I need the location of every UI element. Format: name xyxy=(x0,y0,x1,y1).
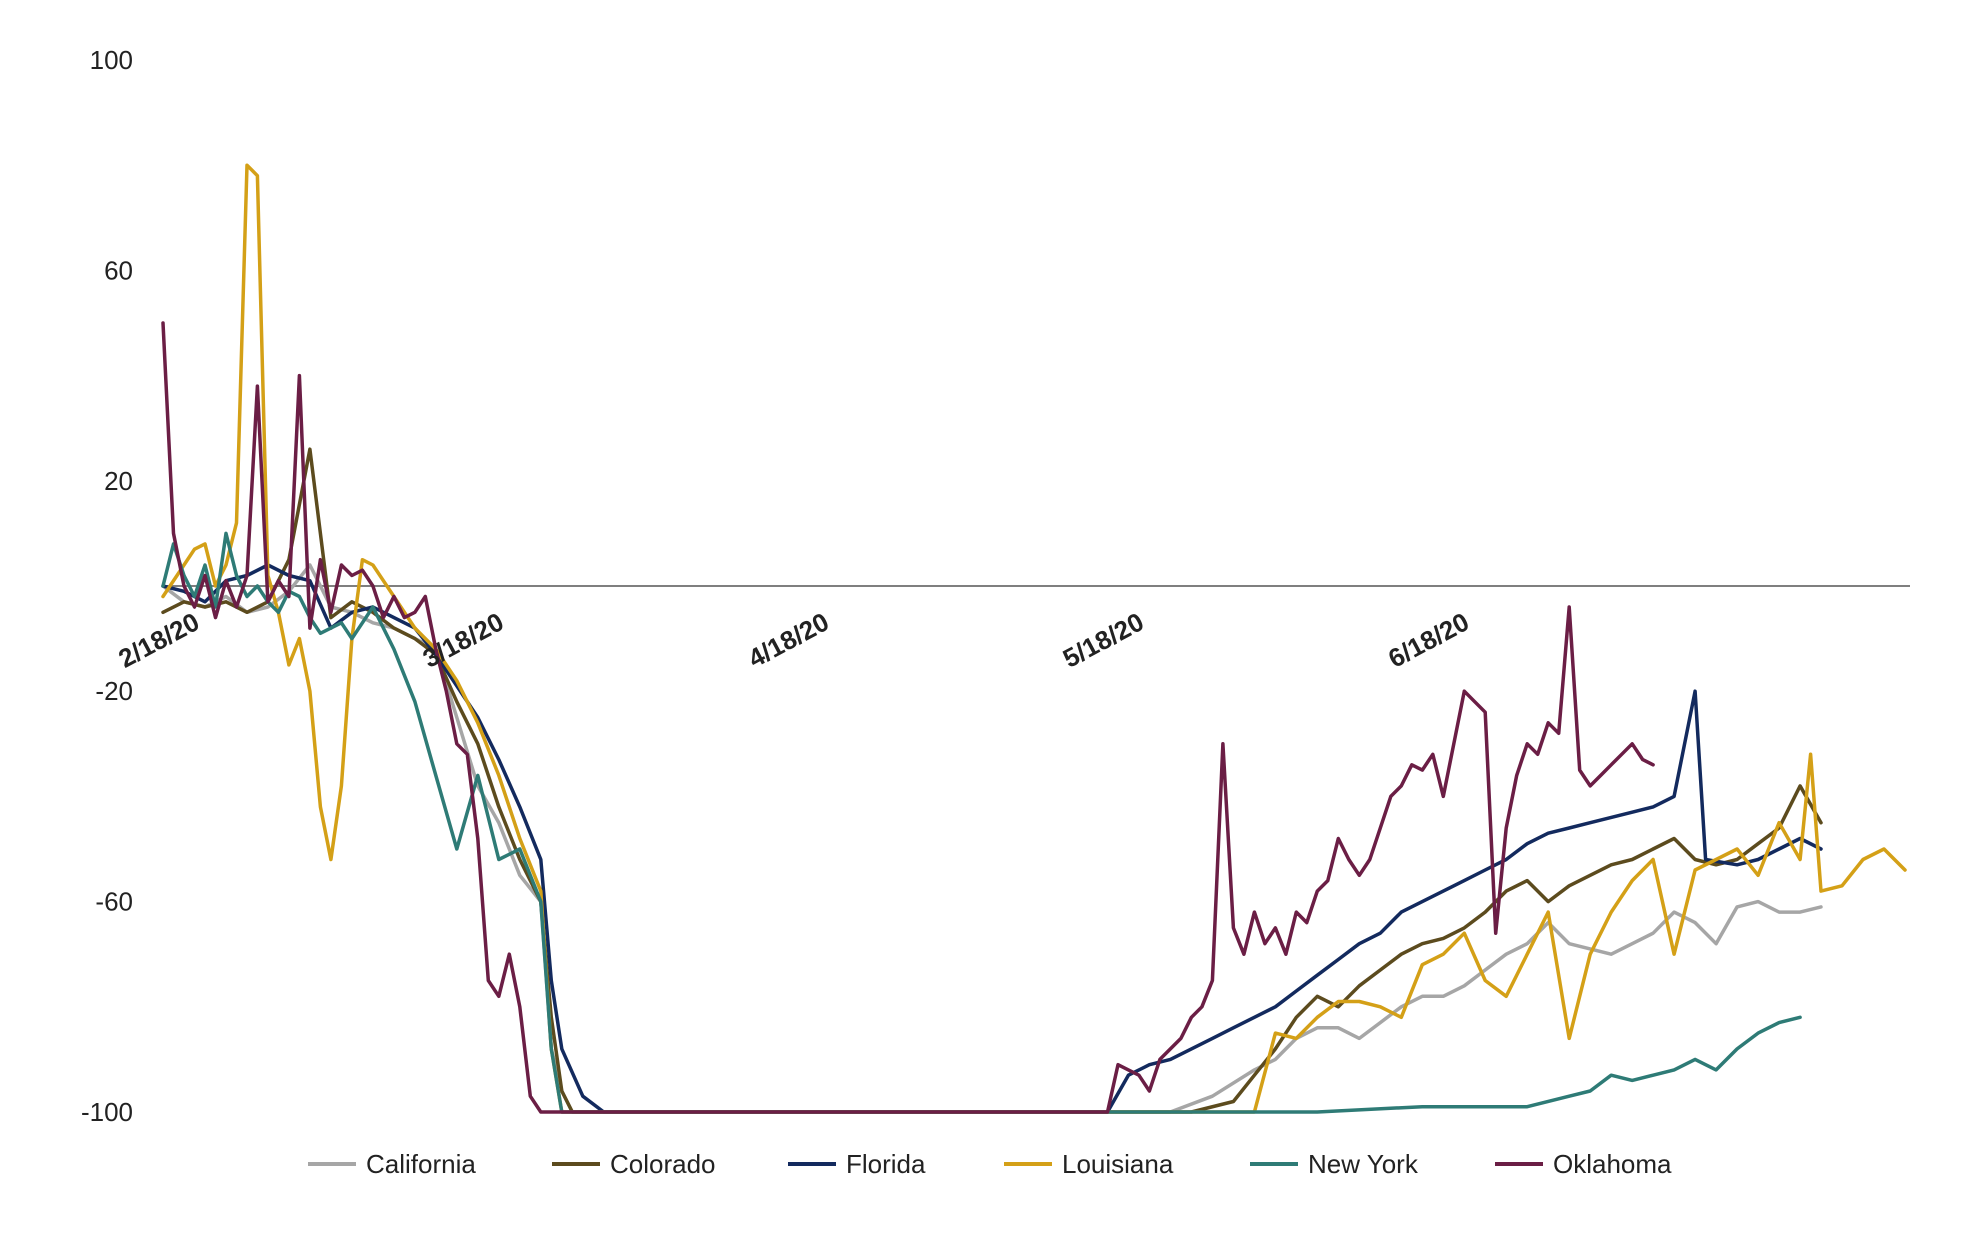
y-tick-label: -20 xyxy=(95,676,133,706)
series-line-louisiana xyxy=(161,163,1907,1114)
y-axis-ticks: -100 -60 -20 20 60 100 xyxy=(81,45,133,1127)
y-tick-label: -100 xyxy=(81,1097,133,1127)
y-tick-label: 20 xyxy=(104,466,133,496)
y-tick-label: 60 xyxy=(104,255,133,285)
legend-label: Oklahoma xyxy=(1553,1149,1672,1179)
series-line-colorado xyxy=(161,447,1823,1114)
legend-label: Louisiana xyxy=(1062,1149,1174,1179)
x-tick-label: 6/18/20 xyxy=(1383,606,1474,673)
x-tick-label: 5/18/20 xyxy=(1058,606,1149,673)
y-tick-label: 100 xyxy=(90,45,133,75)
legend-label: Florida xyxy=(846,1149,926,1179)
legend: California Colorado Florida Louisiana New Yo… xyxy=(308,1149,1672,1179)
series-lines xyxy=(161,163,1907,1114)
series-line-florida xyxy=(161,563,1823,1114)
x-tick-label: 4/18/20 xyxy=(743,606,834,673)
legend-label: Colorado xyxy=(610,1149,716,1179)
x-tick-label: 3/18/20 xyxy=(418,606,509,673)
series-line-oklahoma xyxy=(161,321,1655,1114)
x-axis-ticks: 2/18/20 3/18/20 4/18/20 5/18/20 6/18/20 xyxy=(113,606,1473,673)
x-tick-label: 2/18/20 xyxy=(113,606,204,673)
legend-label: New York xyxy=(1308,1149,1419,1179)
legend-label: California xyxy=(366,1149,476,1179)
y-tick-label: -60 xyxy=(95,887,133,917)
